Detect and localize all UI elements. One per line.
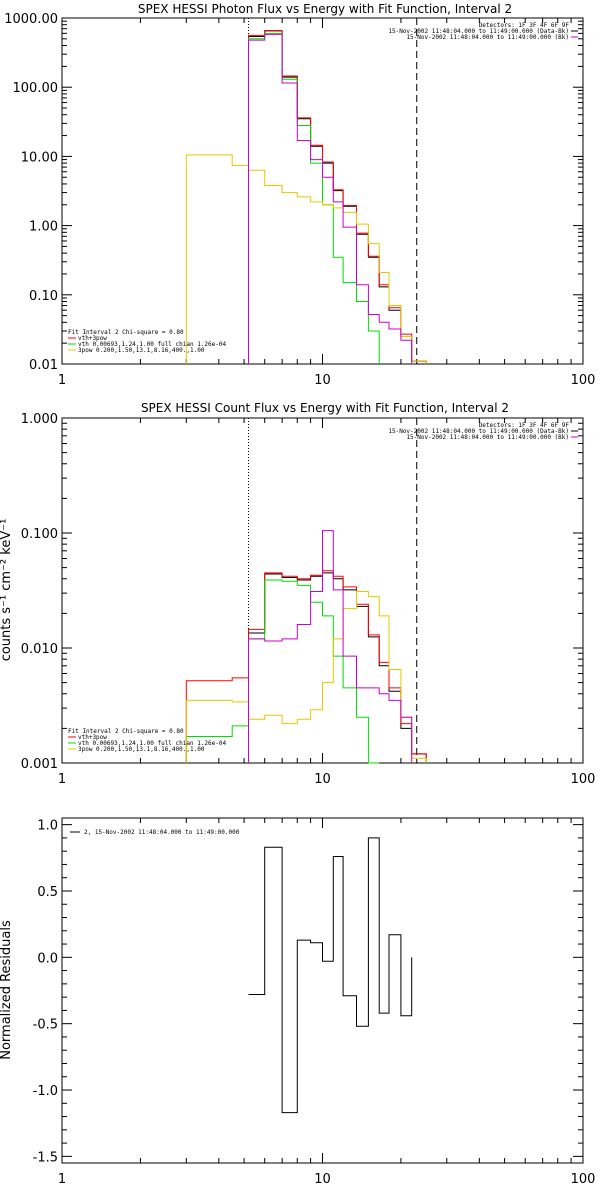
- series-bk: [248, 530, 413, 763]
- info-line: 15-Nov-2002 11:48:04.000 to 11:49:00.000…: [388, 428, 569, 435]
- y-tick-label: 0.100: [21, 527, 58, 542]
- series-vth-3pow: [248, 30, 427, 364]
- y-tick-label: 0.010: [21, 642, 58, 657]
- y-tick-label: 0.5: [37, 885, 58, 900]
- legend-label: 2, 15-Nov-2002 11:48:04.000 to 11:49:00.…: [84, 829, 240, 836]
- y-tick-label: 100.00: [13, 81, 59, 96]
- legend-label: vth+3pow: [78, 335, 107, 342]
- count-flux-title: SPEX HESSI Count Flux vs Energy with Fit…: [141, 401, 509, 415]
- y-tick-label: 0.01: [29, 358, 58, 373]
- residuals-ylabel: Normalized Residuals: [0, 920, 14, 1060]
- info-line: Detectors: 1F 3F 4F 6F 9F: [479, 422, 570, 429]
- info-line: 15-Nov-2002 11:48:04.000 to 11:49:00.000…: [388, 28, 569, 35]
- photon-flux-title: SPEX HESSI Photon Flux vs Energy with Fi…: [138, 2, 512, 16]
- y-tick-label: 1000.00: [4, 12, 58, 27]
- y-tick-label: 10.00: [21, 150, 58, 165]
- legend-label: Fit Interval 2 Chi-square = 0.80: [68, 728, 184, 735]
- count-flux-panel: SPEX HESSI Count Flux vs Energy with Fit…: [0, 401, 595, 787]
- y-tick-label: 1.00: [29, 220, 58, 235]
- legend-label: 3pow 0.200,1.50,13.1,8.16,400.,1.00: [78, 347, 205, 354]
- x-tick-label: 10: [314, 772, 331, 787]
- series-vth: [185, 579, 380, 764]
- series-bk: [248, 33, 413, 364]
- legend-label: vth 0.00693,1.24,1.00 full chian 1.26e-0…: [78, 341, 226, 348]
- series-data-bk: [248, 30, 427, 364]
- y-tick-label: 1.000: [21, 412, 58, 427]
- x-tick-label: 1: [58, 373, 66, 388]
- series-data-bk: [248, 572, 427, 763]
- y-tick-label: 0.001: [21, 757, 58, 772]
- x-tick-label: 1: [58, 772, 66, 787]
- y-tick-label: -1.5: [33, 1150, 58, 1165]
- series-vth: [248, 32, 380, 364]
- legend-label: vth 0.00693,1.24,1.00 full chian 1.26e-0…: [78, 740, 226, 747]
- series-residuals: [248, 837, 413, 1114]
- series-3pow: [185, 591, 427, 763]
- plot-frame: [61, 817, 584, 1164]
- y-tick-label: -0.5: [33, 1018, 58, 1033]
- info-line: 15-Nov-2002 11:48:04.000 to 11:49:00.000…: [406, 434, 569, 441]
- info-line: 15-Nov-2002 11:48:04.000 to 11:49:00.000…: [406, 34, 569, 41]
- info-line: Detectors: 1F 3F 4F 6F 9F: [479, 22, 570, 29]
- x-tick-label: 100: [571, 772, 596, 787]
- legend-label: 3pow 0.200,1.50,13.1,8.16,400.,1.00: [78, 746, 205, 753]
- series-3pow: [185, 154, 427, 364]
- residuals-panel: Normalized Residuals 1 10 100 -1.5 -1.0 -0.5 0…: [0, 817, 596, 1187]
- x-tick-label: 1: [58, 1172, 66, 1187]
- x-tick-label: 100: [571, 1172, 596, 1187]
- x-tick-label: 10: [314, 373, 331, 388]
- x-tick-label: 100: [571, 373, 596, 388]
- legend-label: Fit Interval 2 Chi-square = 0.80: [68, 329, 184, 336]
- y-tick-label: 0.10: [29, 289, 58, 304]
- series-vth-3pow: [185, 570, 427, 763]
- y-tick-label: -1.0: [33, 1084, 58, 1099]
- y-tick-label: 0.0: [37, 951, 58, 966]
- photon-flux-panel: SPEX HESSI Photon Flux vs Energy with Fi…: [4, 2, 595, 388]
- x-tick-label: 10: [314, 1172, 331, 1187]
- legend-label: vth+3pow: [78, 734, 107, 741]
- y-tick-label: 1.0: [37, 819, 58, 834]
- count-flux-ylabel: counts s⁻¹ cm⁻² keV⁻¹: [0, 519, 14, 662]
